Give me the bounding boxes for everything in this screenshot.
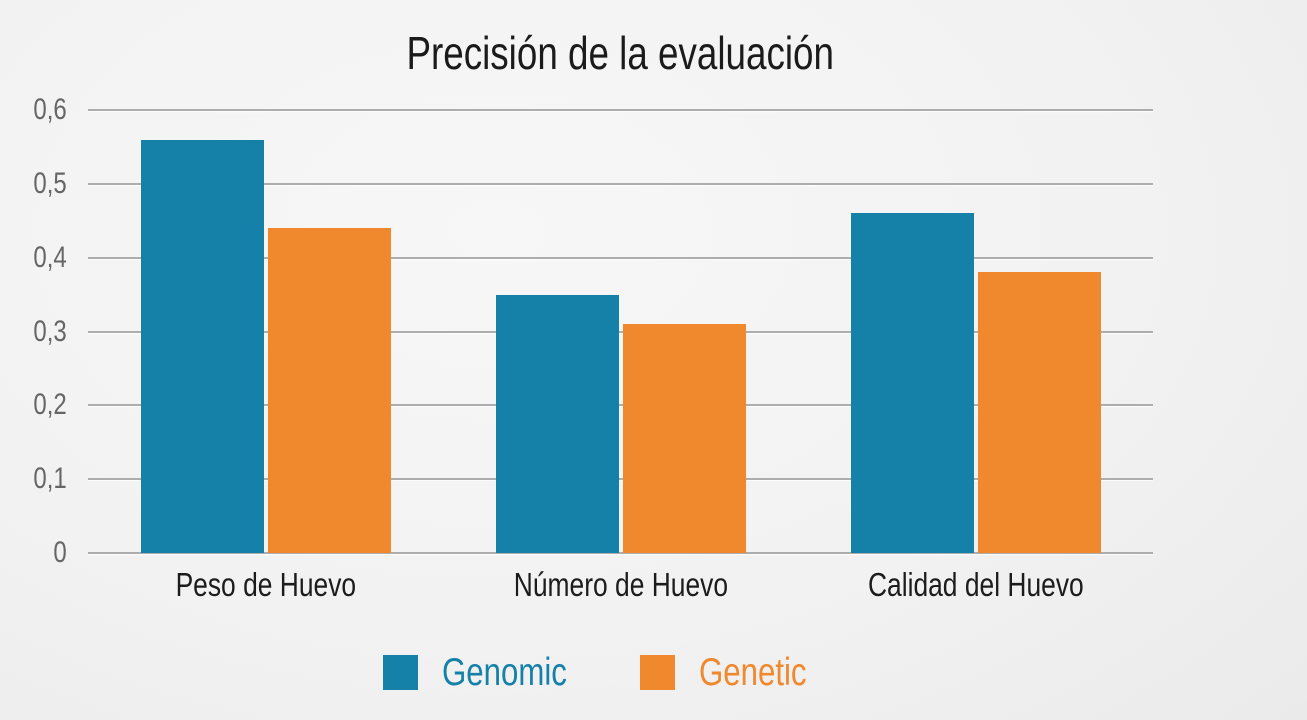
x-category-label: Calidad del Huevo bbox=[798, 565, 1153, 605]
bar-genomic bbox=[140, 139, 264, 553]
y-tick-label: 0,6 bbox=[0, 93, 67, 127]
y-tick-label: 0,2 bbox=[0, 388, 67, 422]
legend-label: Genomic bbox=[442, 653, 598, 692]
bar-groups bbox=[88, 110, 1153, 553]
x-category-label-text: Peso de Huevo bbox=[175, 566, 356, 603]
bar-genetic bbox=[622, 324, 746, 553]
legend: Genomic Genetic bbox=[76, 653, 1141, 692]
y-tick-label-text: 0,1 bbox=[33, 462, 67, 496]
gridline bbox=[88, 256, 1153, 259]
x-category-label: Número de Huevo bbox=[443, 565, 798, 605]
gridline bbox=[88, 182, 1153, 185]
legend-item-genomic: Genomic bbox=[383, 653, 598, 692]
y-tick-label: 0 bbox=[0, 536, 67, 570]
x-category-label-text: Calidad del Huevo bbox=[867, 566, 1084, 603]
bar-group bbox=[798, 110, 1153, 553]
y-tick-label-text: 0,5 bbox=[33, 166, 67, 200]
x-category-label: Peso de Huevo bbox=[88, 565, 443, 605]
plot-area bbox=[88, 109, 1153, 554]
bar-genomic bbox=[495, 294, 619, 553]
legend-label-text: Genomic bbox=[442, 651, 568, 694]
bar-group bbox=[88, 110, 443, 553]
y-tick-label-text: 0,6 bbox=[33, 93, 67, 126]
x-category-label-text: Número de Huevo bbox=[513, 566, 728, 603]
chart-title-text: Precisión de la evaluación bbox=[406, 27, 835, 79]
gridline bbox=[88, 330, 1153, 333]
y-tick-label: 0,3 bbox=[0, 315, 67, 349]
legend-swatch-genetic bbox=[640, 655, 676, 690]
bar-genetic bbox=[977, 272, 1101, 553]
y-tick-label: 0,1 bbox=[0, 462, 67, 496]
gridline bbox=[88, 478, 1153, 481]
y-axis-tick-labels: 0 0,1 0,2 0,3 0,4 0,5 0,6 bbox=[0, 93, 67, 569]
gridline bbox=[88, 552, 1153, 554]
y-tick-label: 0,4 bbox=[0, 241, 67, 275]
bar-group bbox=[443, 110, 798, 553]
y-tick-label-text: 0,2 bbox=[33, 388, 67, 422]
legend-label-text: Genetic bbox=[699, 651, 807, 694]
legend-label: Genetic bbox=[699, 653, 833, 692]
bar-genetic bbox=[267, 228, 391, 553]
gridline bbox=[88, 109, 1153, 111]
bar-genomic bbox=[850, 213, 974, 553]
legend-item-genetic: Genetic bbox=[640, 653, 833, 692]
y-tick-label-text: 0 bbox=[53, 536, 67, 569]
chart-title: Precisión de la evaluación bbox=[88, 26, 1153, 80]
y-tick-label-text: 0,4 bbox=[33, 240, 67, 274]
x-axis-category-labels: Peso de Huevo Número de Huevo Calidad del … bbox=[88, 565, 1153, 605]
legend-swatch-genomic bbox=[383, 655, 419, 690]
gridline bbox=[88, 404, 1153, 407]
y-tick-label-text: 0,3 bbox=[33, 314, 67, 348]
y-tick-label: 0,5 bbox=[0, 167, 67, 201]
